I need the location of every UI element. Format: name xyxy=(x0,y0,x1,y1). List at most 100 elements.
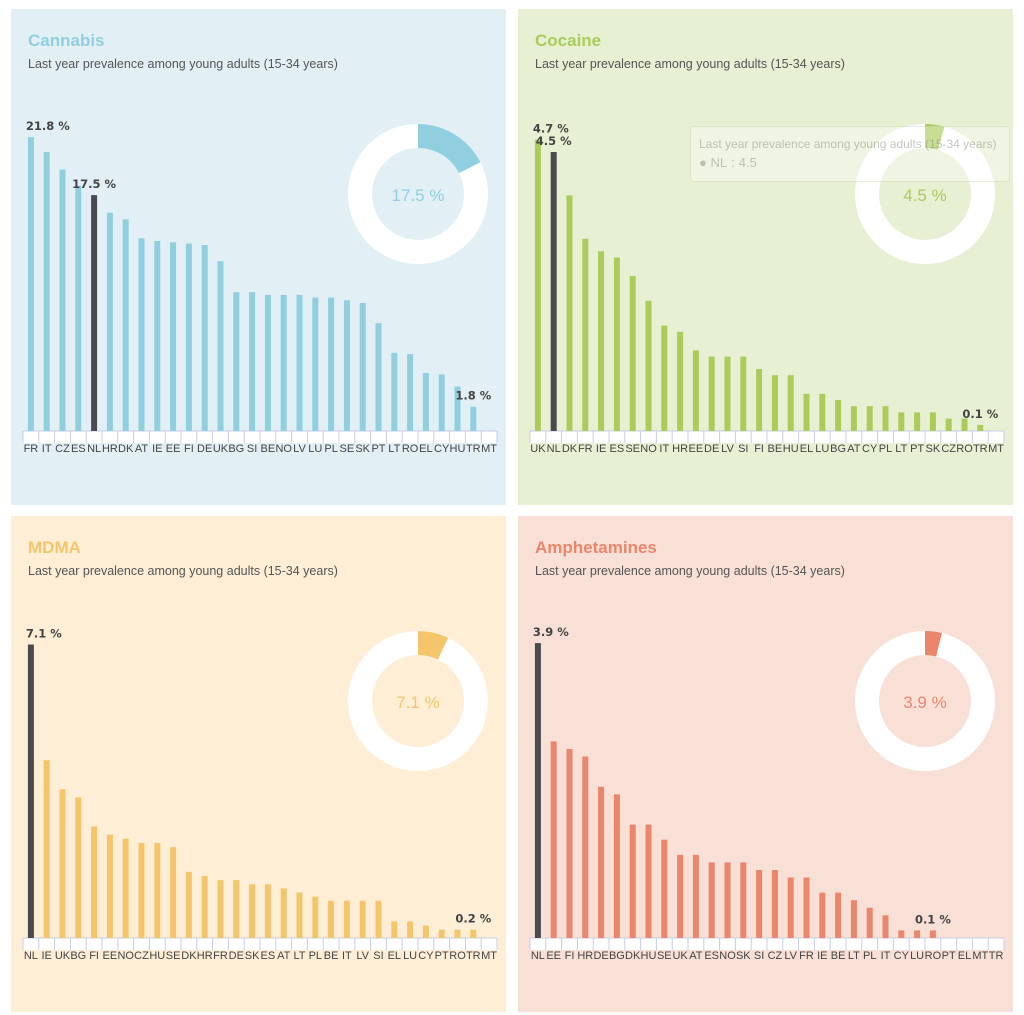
bar-uk[interactable] xyxy=(534,139,541,431)
bar-bg[interactable] xyxy=(613,794,620,938)
bar-pl[interactable] xyxy=(328,297,335,431)
bar-lv[interactable] xyxy=(296,294,303,431)
bar-pl[interactable] xyxy=(312,896,319,938)
bar-fr[interactable] xyxy=(582,238,589,431)
bar-fi[interactable] xyxy=(566,748,573,938)
bar-hr[interactable] xyxy=(677,331,684,431)
bar-el[interactable] xyxy=(391,921,398,938)
bar-lt[interactable] xyxy=(898,412,905,431)
bar-it[interactable] xyxy=(661,325,668,431)
bar-se[interactable] xyxy=(629,276,636,431)
bar-ie[interactable] xyxy=(43,760,50,938)
bar-dk[interactable] xyxy=(185,871,192,938)
bar-fi[interactable] xyxy=(91,826,98,938)
bar-sk[interactable] xyxy=(929,412,936,431)
bar-bg[interactable] xyxy=(75,797,82,938)
bar-cz[interactable] xyxy=(138,842,145,938)
bar-fr[interactable] xyxy=(803,877,810,938)
bar-sk[interactable] xyxy=(740,862,747,938)
bar-hu[interactable] xyxy=(154,842,161,938)
bar-fi[interactable] xyxy=(185,243,192,431)
bar-pt[interactable] xyxy=(914,412,921,431)
bar-no[interactable] xyxy=(280,294,287,431)
bar-ro[interactable] xyxy=(407,354,414,431)
bar-nl[interactable] xyxy=(534,643,541,938)
bar-si[interactable] xyxy=(375,900,382,938)
bar-at[interactable] xyxy=(280,888,287,938)
bar-pl[interactable] xyxy=(866,907,873,938)
bar-es[interactable] xyxy=(613,257,620,431)
bar-no[interactable] xyxy=(645,300,652,431)
bar-si[interactable] xyxy=(740,356,747,431)
bar-be[interactable] xyxy=(771,375,778,431)
bar-it[interactable] xyxy=(43,152,50,431)
bar-si[interactable] xyxy=(249,292,256,431)
bar-fi[interactable] xyxy=(756,369,763,431)
bar-nl[interactable] xyxy=(27,644,34,938)
bar-lt[interactable] xyxy=(391,352,398,431)
bar-fr[interactable] xyxy=(27,137,34,431)
bar-sk[interactable] xyxy=(359,302,366,431)
bar-el[interactable] xyxy=(422,373,429,431)
bar-uk[interactable] xyxy=(217,261,224,431)
bar-be[interactable] xyxy=(264,294,271,431)
bar-at[interactable] xyxy=(692,854,699,938)
bar-hu[interactable] xyxy=(454,386,461,431)
bar-de[interactable] xyxy=(708,356,715,431)
bar-tr[interactable] xyxy=(977,424,984,431)
bar-ee[interactable] xyxy=(106,834,113,938)
bar-lu[interactable] xyxy=(914,930,921,938)
bar-uk[interactable] xyxy=(677,854,684,938)
bar-lv[interactable] xyxy=(724,356,731,431)
bar-pt[interactable] xyxy=(375,323,382,431)
bar-ie[interactable] xyxy=(598,251,605,431)
bar-lu[interactable] xyxy=(312,297,319,431)
bar-tr[interactable] xyxy=(470,406,477,431)
bar-el[interactable] xyxy=(803,393,810,431)
bar-si[interactable] xyxy=(756,869,763,938)
bar-cz[interactable] xyxy=(771,869,778,938)
bar-bg[interactable] xyxy=(835,400,842,431)
bar-ee[interactable] xyxy=(550,741,557,938)
bar-es[interactable] xyxy=(264,884,271,938)
bar-fr[interactable] xyxy=(217,880,224,938)
bar-se[interactable] xyxy=(170,847,177,938)
bar-pl[interactable] xyxy=(882,406,889,431)
bar-cy[interactable] xyxy=(422,925,429,938)
bar-lv[interactable] xyxy=(359,900,366,938)
bar-cy[interactable] xyxy=(438,374,445,431)
bar-lu[interactable] xyxy=(407,921,414,938)
bar-de[interactable] xyxy=(201,245,208,431)
bar-ro[interactable] xyxy=(454,929,461,938)
bar-se[interactable] xyxy=(343,300,350,431)
bar-cz[interactable] xyxy=(945,418,952,431)
bar-nl[interactable] xyxy=(550,152,557,431)
bar-dk[interactable] xyxy=(566,195,573,431)
bar-be[interactable] xyxy=(328,900,335,938)
bar-ee[interactable] xyxy=(170,242,177,431)
bar-hr[interactable] xyxy=(201,876,208,938)
bar-cz[interactable] xyxy=(59,169,66,432)
bar-ie[interactable] xyxy=(819,892,826,938)
bar-it[interactable] xyxy=(882,915,889,938)
bar-cy[interactable] xyxy=(898,930,905,938)
bar-de[interactable] xyxy=(233,880,240,938)
bar-it[interactable] xyxy=(343,900,350,938)
bar-es[interactable] xyxy=(75,185,82,431)
bar-de[interactable] xyxy=(598,786,605,938)
bar-se[interactable] xyxy=(661,839,668,938)
bar-lt[interactable] xyxy=(296,892,303,938)
bar-pt[interactable] xyxy=(438,929,445,938)
bar-at[interactable] xyxy=(850,406,857,431)
bar-hr[interactable] xyxy=(582,756,589,938)
bar-dk[interactable] xyxy=(122,219,129,431)
bar-ro[interactable] xyxy=(961,418,968,431)
bar-lu[interactable] xyxy=(819,393,826,431)
bar-bg[interactable] xyxy=(233,292,240,431)
bar-sk[interactable] xyxy=(249,884,256,938)
bar-ie[interactable] xyxy=(154,240,161,431)
bar-hu[interactable] xyxy=(787,375,794,431)
bar-at[interactable] xyxy=(138,238,145,431)
bar-no[interactable] xyxy=(724,862,731,938)
bar-cy[interactable] xyxy=(866,406,873,431)
